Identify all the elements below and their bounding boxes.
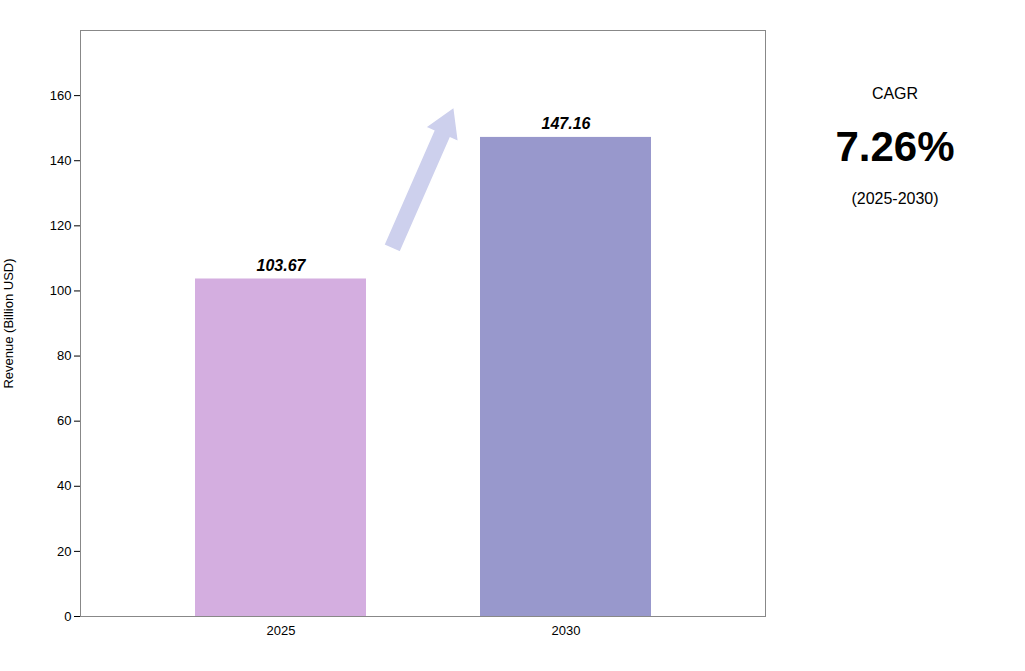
svg-text:100: 100 <box>50 283 72 298</box>
svg-text:Revenue (Billion USD): Revenue (Billion USD) <box>1 258 16 388</box>
svg-text:CAGR: CAGR <box>872 85 918 102</box>
svg-text:20: 20 <box>57 544 71 559</box>
svg-text:120: 120 <box>50 218 72 233</box>
svg-text:2025: 2025 <box>267 623 296 638</box>
svg-text:147.16: 147.16 <box>542 115 591 132</box>
svg-text:140: 140 <box>50 153 72 168</box>
svg-text:2030: 2030 <box>552 623 581 638</box>
svg-text:80: 80 <box>57 348 71 363</box>
svg-text:(2025-2030): (2025-2030) <box>851 190 938 207</box>
svg-text:7.26%: 7.26% <box>835 123 954 170</box>
svg-text:0: 0 <box>64 609 71 624</box>
svg-text:60: 60 <box>57 413 71 428</box>
svg-text:160: 160 <box>50 88 72 103</box>
svg-text:40: 40 <box>57 478 71 493</box>
svg-text:103.67: 103.67 <box>257 257 307 274</box>
